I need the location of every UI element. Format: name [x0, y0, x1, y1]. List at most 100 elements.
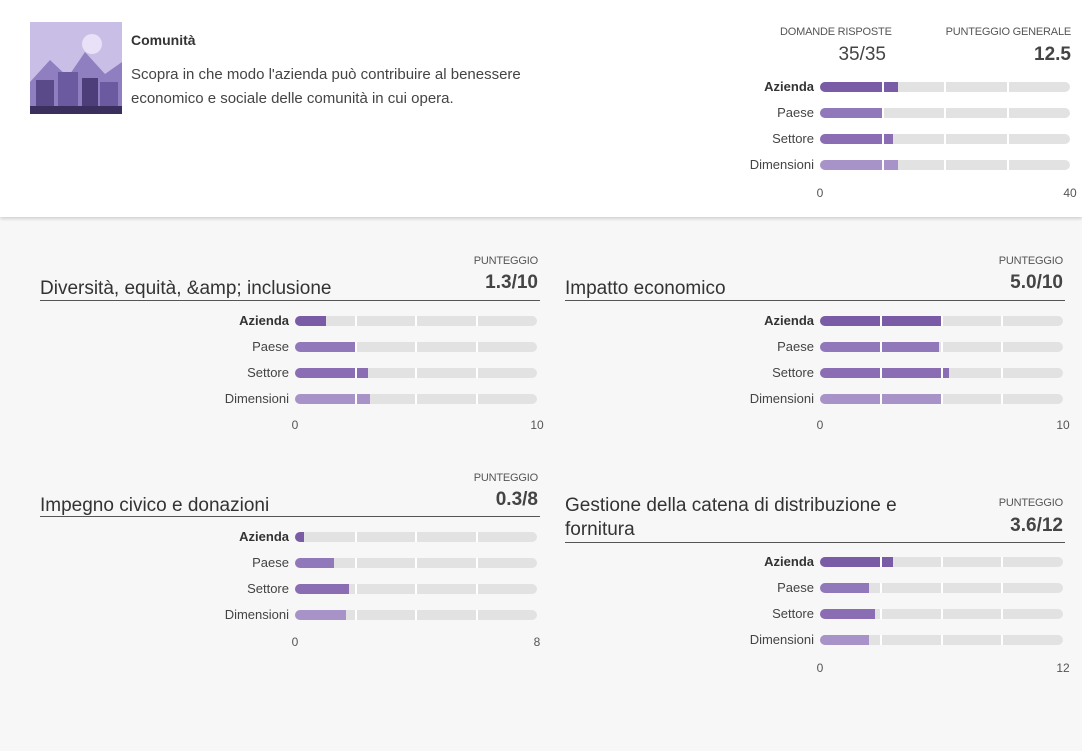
- bar: [295, 316, 327, 326]
- track-divider: [881, 108, 884, 118]
- subsection-title: Impegno civico e donazioni: [40, 495, 270, 516]
- track-divider: [415, 558, 417, 568]
- track-divider: [1006, 134, 1009, 144]
- bar-label: Paese: [777, 105, 814, 120]
- track-divider: [354, 316, 357, 326]
- bar: [820, 342, 940, 352]
- track-divider: [354, 394, 357, 404]
- track-divider: [879, 557, 882, 567]
- track-divider: [475, 558, 478, 568]
- bar-label: Paese: [252, 555, 289, 570]
- bar: [820, 108, 884, 118]
- track-divider: [879, 342, 882, 352]
- community-illustration: [30, 22, 122, 114]
- track-divider: [415, 342, 417, 352]
- track-divider: [940, 394, 943, 404]
- track-divider: [881, 160, 884, 170]
- track-divider: [354, 610, 357, 620]
- bar: [295, 610, 347, 620]
- x-tick-label: 0: [816, 661, 824, 675]
- bar-label: Dimensioni: [749, 157, 814, 172]
- track-divider: [475, 368, 478, 378]
- track-divider: [475, 584, 478, 594]
- bar-label: Settore: [247, 365, 289, 380]
- bar-label: Azienda: [764, 79, 814, 94]
- answered-value: 35/35: [838, 44, 886, 65]
- score-value: 1.3/10: [485, 272, 538, 293]
- score-label: PUNTEGGIO: [998, 255, 1063, 267]
- track-divider: [879, 368, 882, 378]
- bar-label: Settore: [772, 606, 814, 621]
- track-divider: [1001, 368, 1004, 378]
- track-divider: [475, 316, 478, 326]
- track-divider: [475, 532, 478, 542]
- track-divider: [415, 394, 417, 404]
- bar: [295, 342, 356, 352]
- track-divider: [1006, 108, 1009, 118]
- overall-score: 12.5: [1034, 44, 1071, 65]
- track-divider: [881, 82, 884, 92]
- x-tick-label: 0: [291, 635, 299, 649]
- track-divider: [1001, 609, 1004, 619]
- track-divider: [940, 316, 943, 326]
- track-divider: [940, 368, 943, 378]
- bar-label: Azienda: [239, 313, 289, 328]
- bar-label: Dimensioni: [749, 391, 814, 406]
- bar: [295, 394, 371, 404]
- track-divider: [879, 583, 882, 593]
- track-divider: [879, 635, 882, 645]
- bar-label: Settore: [247, 581, 289, 596]
- section-title: Comunità: [131, 32, 196, 48]
- track-divider: [940, 557, 943, 567]
- x-tick-label: 8: [533, 635, 541, 649]
- track-divider: [1001, 342, 1004, 352]
- track-divider: [475, 394, 478, 404]
- bar-label: Azienda: [764, 554, 814, 569]
- title-rule: [40, 516, 540, 517]
- bar: [295, 532, 305, 542]
- bar-label: Dimensioni: [749, 632, 814, 647]
- bar-label: Azienda: [239, 529, 289, 544]
- track-divider: [1001, 557, 1004, 567]
- track-divider: [944, 134, 946, 144]
- score-value: 5.0/10: [1010, 272, 1063, 293]
- track-divider: [944, 82, 946, 92]
- subsection-title: Diversità, equità, &amp; inclusione: [40, 278, 332, 299]
- track-divider: [354, 368, 357, 378]
- track-divider: [879, 394, 882, 404]
- bar-label: Paese: [777, 580, 814, 595]
- track-divider: [415, 316, 417, 326]
- bar-label: Dimensioni: [224, 607, 289, 622]
- x-tick-label: 0: [816, 186, 824, 200]
- bar-label: Settore: [772, 365, 814, 380]
- track-divider: [944, 160, 946, 170]
- x-tick-label: 12: [1056, 661, 1070, 675]
- x-tick-label: 10: [530, 418, 544, 432]
- answered-label: DOMANDE RISPOSTE: [780, 26, 892, 38]
- bar: [295, 368, 368, 378]
- x-tick-label: 10: [1056, 418, 1070, 432]
- track-divider: [940, 609, 943, 619]
- bar: [820, 635, 869, 645]
- score-value: 3.6/12: [1010, 515, 1063, 536]
- track-divider: [1006, 160, 1009, 170]
- bar-label: Azienda: [764, 313, 814, 328]
- track-divider: [354, 342, 357, 352]
- track-divider: [354, 584, 357, 594]
- track-divider: [1001, 583, 1004, 593]
- bar: [820, 557, 893, 567]
- title-rule: [565, 300, 1065, 301]
- description: Scopra in che modo l'azienda può contrib…: [131, 66, 521, 107]
- track-divider: [475, 610, 478, 620]
- bar: [820, 609, 875, 619]
- track-divider: [415, 368, 417, 378]
- x-tick-label: 40: [1063, 186, 1077, 200]
- track-divider: [879, 316, 882, 326]
- track-divider: [1001, 394, 1004, 404]
- x-tick-label: 0: [816, 418, 824, 432]
- x-tick-label: 0: [291, 418, 299, 432]
- bar-label: Paese: [777, 339, 814, 354]
- track-divider: [940, 342, 943, 352]
- track-divider: [354, 558, 357, 568]
